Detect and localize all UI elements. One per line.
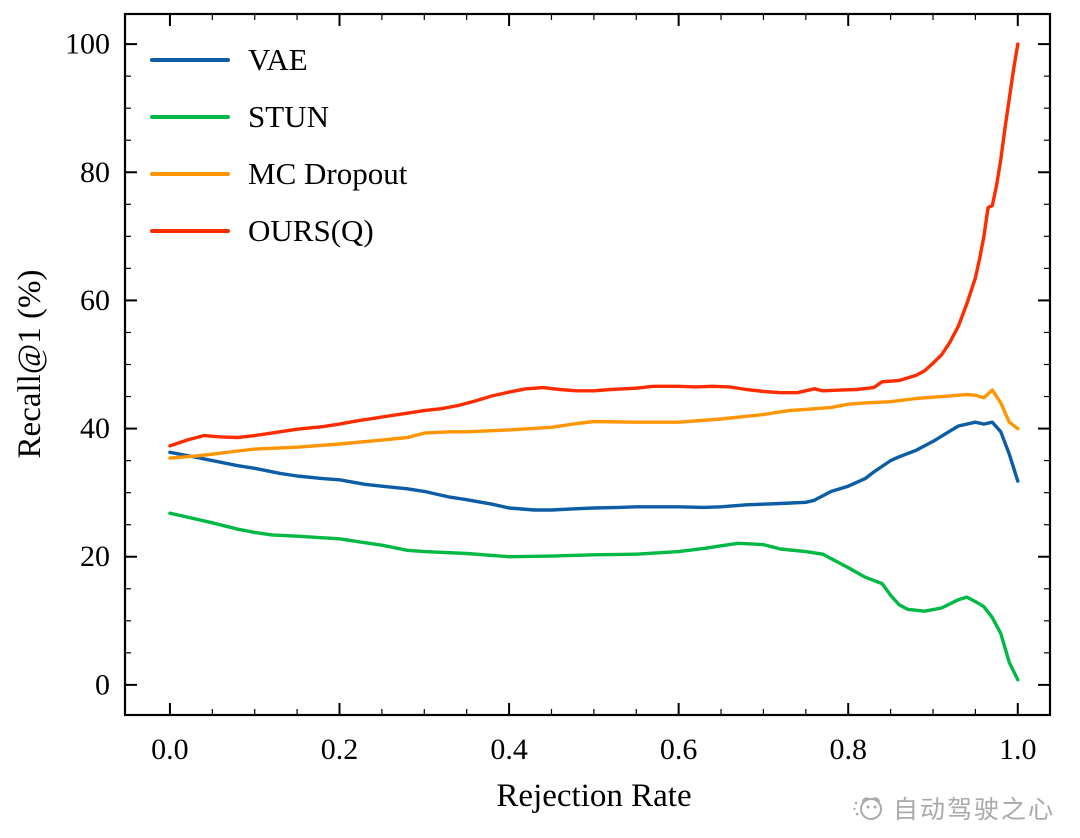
legend-item-mc-dropout: MC Dropout	[150, 152, 407, 195]
legend-label-vae: VAE	[248, 42, 308, 77]
watermark-text: 自动驾驶之心	[892, 796, 1055, 824]
legend-item-vae: VAE	[150, 38, 407, 81]
x-tick-label: 1.0	[999, 733, 1037, 766]
watermark: 自动驾驶之心	[852, 790, 1055, 826]
legend: VAE STUN MC Dropout OURS(Q)	[150, 38, 407, 252]
legend-line-swatch-vae	[150, 57, 230, 62]
legend-line-swatch-mc-dropout	[150, 171, 230, 176]
watermark-logo-icon	[853, 797, 882, 820]
series-line-vae	[168, 420, 1020, 512]
series-line-stun	[168, 511, 1020, 682]
legend-label-ours-q: OURS(Q)	[248, 213, 374, 248]
x-tick-label: 0.6	[660, 733, 698, 766]
y-tick-label: 80	[80, 156, 110, 189]
legend-item-ours-q: OURS(Q)	[150, 209, 407, 252]
x-axis-label: Rejection Rate	[496, 778, 691, 814]
legend-label-stun: STUN	[248, 99, 329, 134]
y-tick-label: 100	[65, 28, 110, 61]
y-axis-label: Recall@1 (%)	[12, 270, 48, 459]
y-tick-label: 20	[80, 540, 110, 573]
x-tick-label: 0.4	[490, 733, 528, 766]
x-tick-label: 0.0	[151, 733, 189, 766]
legend-item-stun: STUN	[150, 95, 407, 138]
y-tick-label: 0	[95, 668, 110, 701]
y-tick-label: 60	[80, 284, 110, 317]
x-tick-label: 0.8	[829, 733, 867, 766]
x-tick-label: 0.2	[321, 733, 359, 766]
legend-label-mc-dropout: MC Dropout	[248, 156, 408, 191]
series-line-ours-q-	[168, 42, 1020, 448]
y-tick-label: 40	[80, 412, 110, 445]
legend-line-swatch-ours-q	[150, 228, 230, 233]
legend-line-swatch-stun	[150, 114, 230, 119]
series-line-mc-dropout	[168, 388, 1020, 460]
